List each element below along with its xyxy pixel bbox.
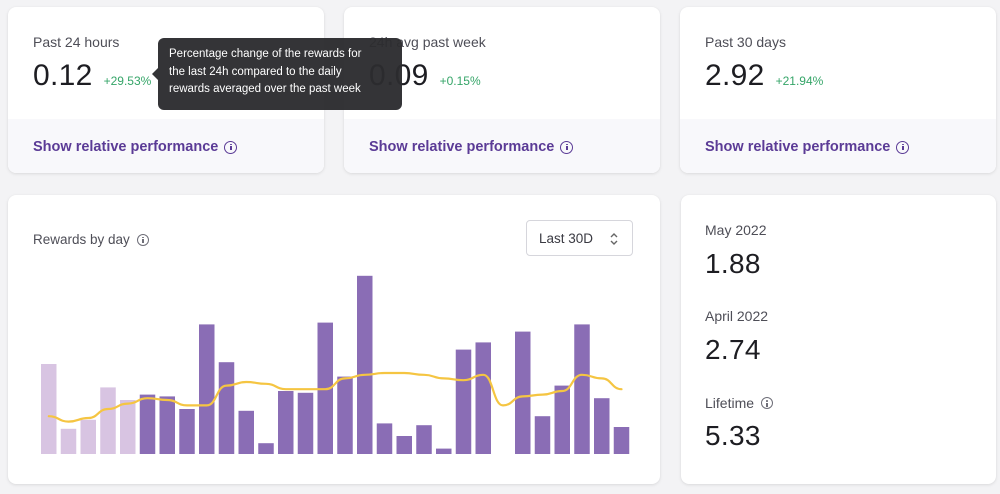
chevron-up-down-icon	[610, 233, 618, 245]
show-relative-performance-link[interactable]: Show relative performance	[369, 139, 574, 155]
chart-bar[interactable]	[238, 410, 255, 454]
lifetime-label-text: Lifetime	[705, 395, 755, 411]
range-select[interactable]: Last 30D	[526, 220, 633, 256]
chart-bar[interactable]	[396, 436, 413, 454]
chart-title: Rewards by day	[33, 232, 149, 247]
chart-bar[interactable]	[159, 396, 176, 454]
summary-value-may: 1.88	[705, 248, 761, 279]
chart-bar[interactable]	[574, 324, 590, 454]
rewards-bar-chart	[41, 275, 630, 454]
chart-bar[interactable]	[120, 400, 136, 454]
summary-label-may: May 2022	[705, 222, 767, 238]
chart-bar[interactable]	[534, 416, 551, 454]
show-relative-performance-link[interactable]: Show relative performance	[33, 139, 238, 155]
tooltip-line: Percentage change of the rewards for	[169, 48, 362, 60]
rewards-summary-card: May 2022 1.88 April 2022 2.74 Lifetime 5…	[681, 195, 996, 484]
chart-bar[interactable]	[554, 385, 571, 454]
chart-bar[interactable]	[100, 387, 116, 454]
chart-bar[interactable]	[218, 362, 235, 454]
stat-delta[interactable]: +29.53%	[103, 74, 152, 88]
stat-card-body: Past 30 days 2.92 +21.94%	[680, 7, 996, 119]
stat-value-row: 2.92 +21.94%	[705, 59, 823, 93]
stat-card-past-30-days: Past 30 days 2.92 +21.94% Show relative …	[680, 7, 996, 173]
chart-bar[interactable]	[60, 428, 77, 454]
chart-bar[interactable]	[41, 364, 57, 454]
chart-bar[interactable]	[80, 419, 97, 454]
chart-bar[interactable]	[515, 331, 531, 454]
info-icon[interactable]	[224, 140, 238, 154]
info-icon[interactable]	[761, 397, 774, 409]
summary-label-april: April 2022	[705, 308, 769, 324]
chart-bar[interactable]	[376, 423, 393, 454]
chart-bar[interactable]	[297, 392, 314, 454]
link-label: Show relative performance	[33, 139, 219, 155]
chart-title-text: Rewards by day	[33, 232, 130, 247]
stat-card-footer	[8, 119, 324, 173]
stat-value: 0.12	[33, 59, 93, 92]
chart-bar[interactable]	[357, 275, 373, 454]
info-icon[interactable]	[136, 233, 149, 246]
stat-delta[interactable]: +0.15%	[439, 74, 481, 88]
tooltip-line: the last 24h compared to the daily	[169, 65, 342, 78]
stat-value: 2.92	[705, 59, 765, 92]
average-line	[47, 371, 623, 423]
stat-delta[interactable]: +21.94%	[775, 74, 824, 88]
chart-bar[interactable]	[337, 376, 353, 454]
link-label: Show relative performance	[369, 139, 555, 155]
summary-label-lifetime: Lifetime	[705, 395, 774, 411]
stat-value-row: 0.12 +29.53%	[33, 59, 151, 93]
stat-card-body: Past 24 hours 0.12 +29.53%	[8, 7, 324, 119]
show-relative-performance-link[interactable]: Show relative performance	[705, 139, 910, 155]
chart-bar[interactable]	[179, 409, 195, 454]
summary-value-lifetime: 5.33	[705, 420, 761, 451]
summary-value-april: 2.74	[705, 334, 761, 365]
chart-bar[interactable]	[436, 448, 452, 454]
chart-bar[interactable]	[416, 425, 432, 454]
rewards-chart-card: Rewards by day Last 30D	[8, 195, 660, 484]
delta-tooltip: Percentage change of the rewards for the…	[152, 38, 402, 110]
info-icon[interactable]	[560, 140, 574, 154]
chart-bar[interactable]	[475, 342, 492, 454]
tooltip-line: rewards averaged over the past week	[169, 83, 361, 95]
chart-bar[interactable]	[139, 394, 156, 454]
chart-bar[interactable]	[258, 443, 274, 454]
chart-bar[interactable]	[455, 349, 472, 454]
chart-bar[interactable]	[278, 391, 294, 454]
stat-card-footer	[344, 119, 660, 173]
chart-bar[interactable]	[613, 427, 630, 454]
stat-label: Past 30 days	[705, 34, 786, 50]
link-label: Show relative performance	[705, 139, 891, 155]
stat-label: Past 24 hours	[33, 34, 120, 50]
stat-card-footer	[680, 119, 996, 173]
chart-bar[interactable]	[199, 324, 215, 454]
range-select-value: Last 30D	[539, 230, 594, 246]
chart-bar[interactable]	[594, 398, 610, 454]
info-icon[interactable]	[896, 140, 910, 154]
